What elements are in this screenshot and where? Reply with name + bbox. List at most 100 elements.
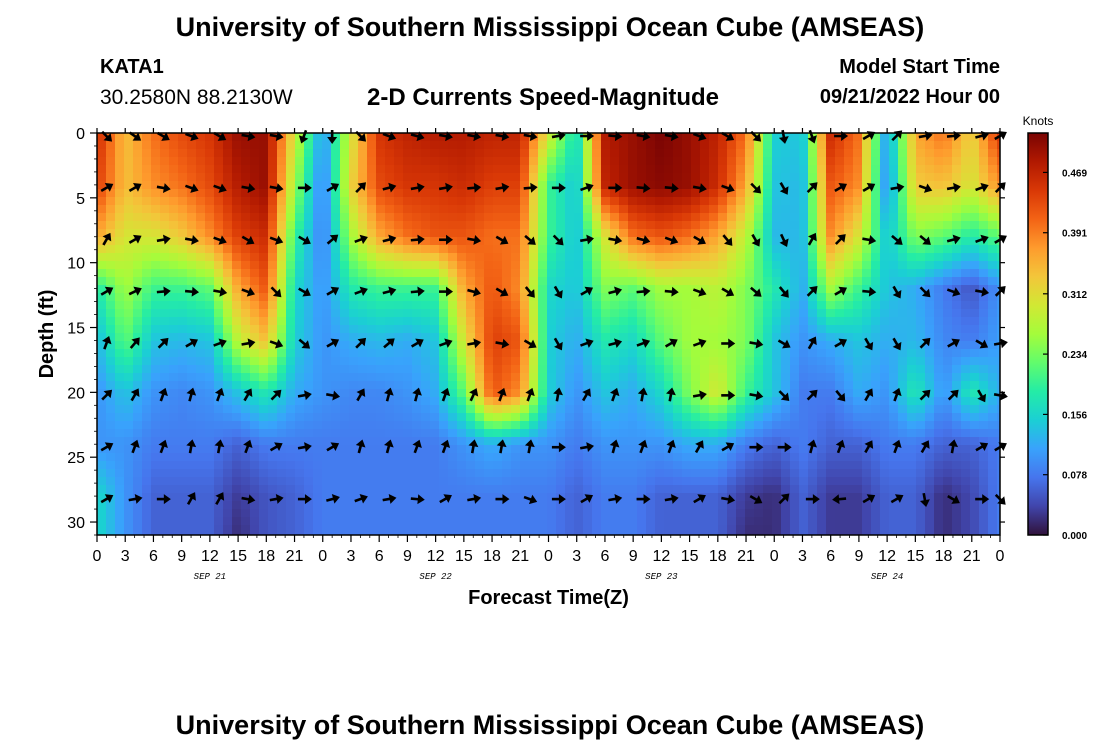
heatmap-cell (196, 341, 206, 350)
heatmap-cell (700, 509, 710, 518)
heatmap-cell (331, 517, 341, 526)
heatmap-cell (187, 349, 197, 358)
heatmap-cell (925, 373, 935, 382)
heatmap-cell (691, 365, 701, 374)
heatmap-cell (133, 525, 143, 534)
heatmap-cell (277, 149, 287, 158)
heatmap-cell (196, 237, 206, 246)
heatmap-cell (511, 469, 521, 478)
heatmap-cell (970, 205, 980, 214)
heatmap-cell (997, 429, 1001, 438)
heatmap-cell (700, 445, 710, 454)
heatmap-cell (727, 149, 737, 158)
heatmap-cell (970, 261, 980, 270)
heatmap-cell (97, 213, 107, 222)
heatmap-cell (358, 269, 368, 278)
heatmap-cell (718, 141, 728, 150)
heatmap-cell (565, 149, 575, 158)
heatmap-cell (772, 301, 782, 310)
heatmap-cell (925, 501, 935, 510)
heatmap-cell (880, 205, 890, 214)
heatmap-cell (943, 461, 953, 470)
heatmap-cell (988, 325, 998, 334)
heatmap-cell (484, 341, 494, 350)
heatmap-cell (160, 461, 170, 470)
heatmap-cell (187, 517, 197, 526)
heatmap-cell (502, 173, 512, 182)
heatmap-cell (655, 269, 665, 278)
heatmap-cell (799, 157, 809, 166)
heatmap-cell (394, 277, 404, 286)
heatmap-cell (745, 429, 755, 438)
heatmap-cell (718, 341, 728, 350)
heatmap-cell (592, 149, 602, 158)
heatmap-cell (142, 325, 152, 334)
heatmap-cell (835, 325, 845, 334)
heatmap-cell (349, 421, 359, 430)
heatmap-cell (628, 421, 638, 430)
heatmap-cell (421, 229, 431, 238)
heatmap-cell (727, 397, 737, 406)
heatmap-cell (799, 341, 809, 350)
heatmap-cell (241, 357, 251, 366)
heatmap-cell (322, 197, 332, 206)
heatmap-cell (754, 365, 764, 374)
heatmap-cell (718, 365, 728, 374)
heatmap-cell (439, 205, 449, 214)
heatmap-cell (799, 221, 809, 230)
heatmap-cell (808, 501, 818, 510)
heatmap-cell (871, 149, 881, 158)
heatmap-cell (916, 501, 926, 510)
heatmap-cell (574, 365, 584, 374)
heatmap-cell (295, 141, 305, 150)
heatmap-cell (637, 517, 647, 526)
heatmap-cell (349, 349, 359, 358)
heatmap-cell (745, 517, 755, 526)
heatmap-cell (214, 229, 224, 238)
heatmap-cell (142, 357, 152, 366)
heatmap-cell (844, 365, 854, 374)
heatmap-cell (223, 421, 233, 430)
heatmap-cell (880, 381, 890, 390)
heatmap-cell (511, 277, 521, 286)
heatmap-cell (160, 453, 170, 462)
heatmap-cell (979, 477, 989, 486)
heatmap-cell (340, 485, 350, 494)
heatmap-cell (799, 133, 809, 142)
heatmap-cell (934, 325, 944, 334)
heatmap-cell (187, 341, 197, 350)
heatmap-cell (979, 157, 989, 166)
heatmap-cell (493, 469, 503, 478)
heatmap-cell (295, 493, 305, 502)
heatmap-cell (871, 253, 881, 262)
heatmap-cell (718, 357, 728, 366)
heatmap-cell (979, 309, 989, 318)
heatmap-cell (259, 133, 269, 142)
heatmap-cell (223, 293, 233, 302)
heatmap-cell (718, 253, 728, 262)
heatmap-cell (178, 165, 188, 174)
heatmap-cell (268, 477, 278, 486)
heatmap-cell (826, 253, 836, 262)
heatmap-cell (880, 373, 890, 382)
heatmap-cell (988, 197, 998, 206)
heatmap-cell (322, 517, 332, 526)
heatmap-cell (133, 197, 143, 206)
heatmap-cell (277, 197, 287, 206)
heatmap-cell (205, 277, 215, 286)
heatmap-cell (97, 141, 107, 150)
heatmap-cell (403, 237, 413, 246)
heatmap-cell (547, 261, 557, 270)
heatmap-cell (799, 373, 809, 382)
heatmap-cell (718, 237, 728, 246)
heatmap-cell (799, 237, 809, 246)
heatmap-cell (952, 165, 962, 174)
heatmap-cell (133, 517, 143, 526)
heatmap-cell (592, 429, 602, 438)
heatmap-cell (907, 517, 917, 526)
heatmap-cell (592, 381, 602, 390)
heatmap-cell (988, 389, 998, 398)
heatmap-cell (493, 213, 503, 222)
heatmap-cell (583, 413, 593, 422)
heatmap-cell (349, 381, 359, 390)
